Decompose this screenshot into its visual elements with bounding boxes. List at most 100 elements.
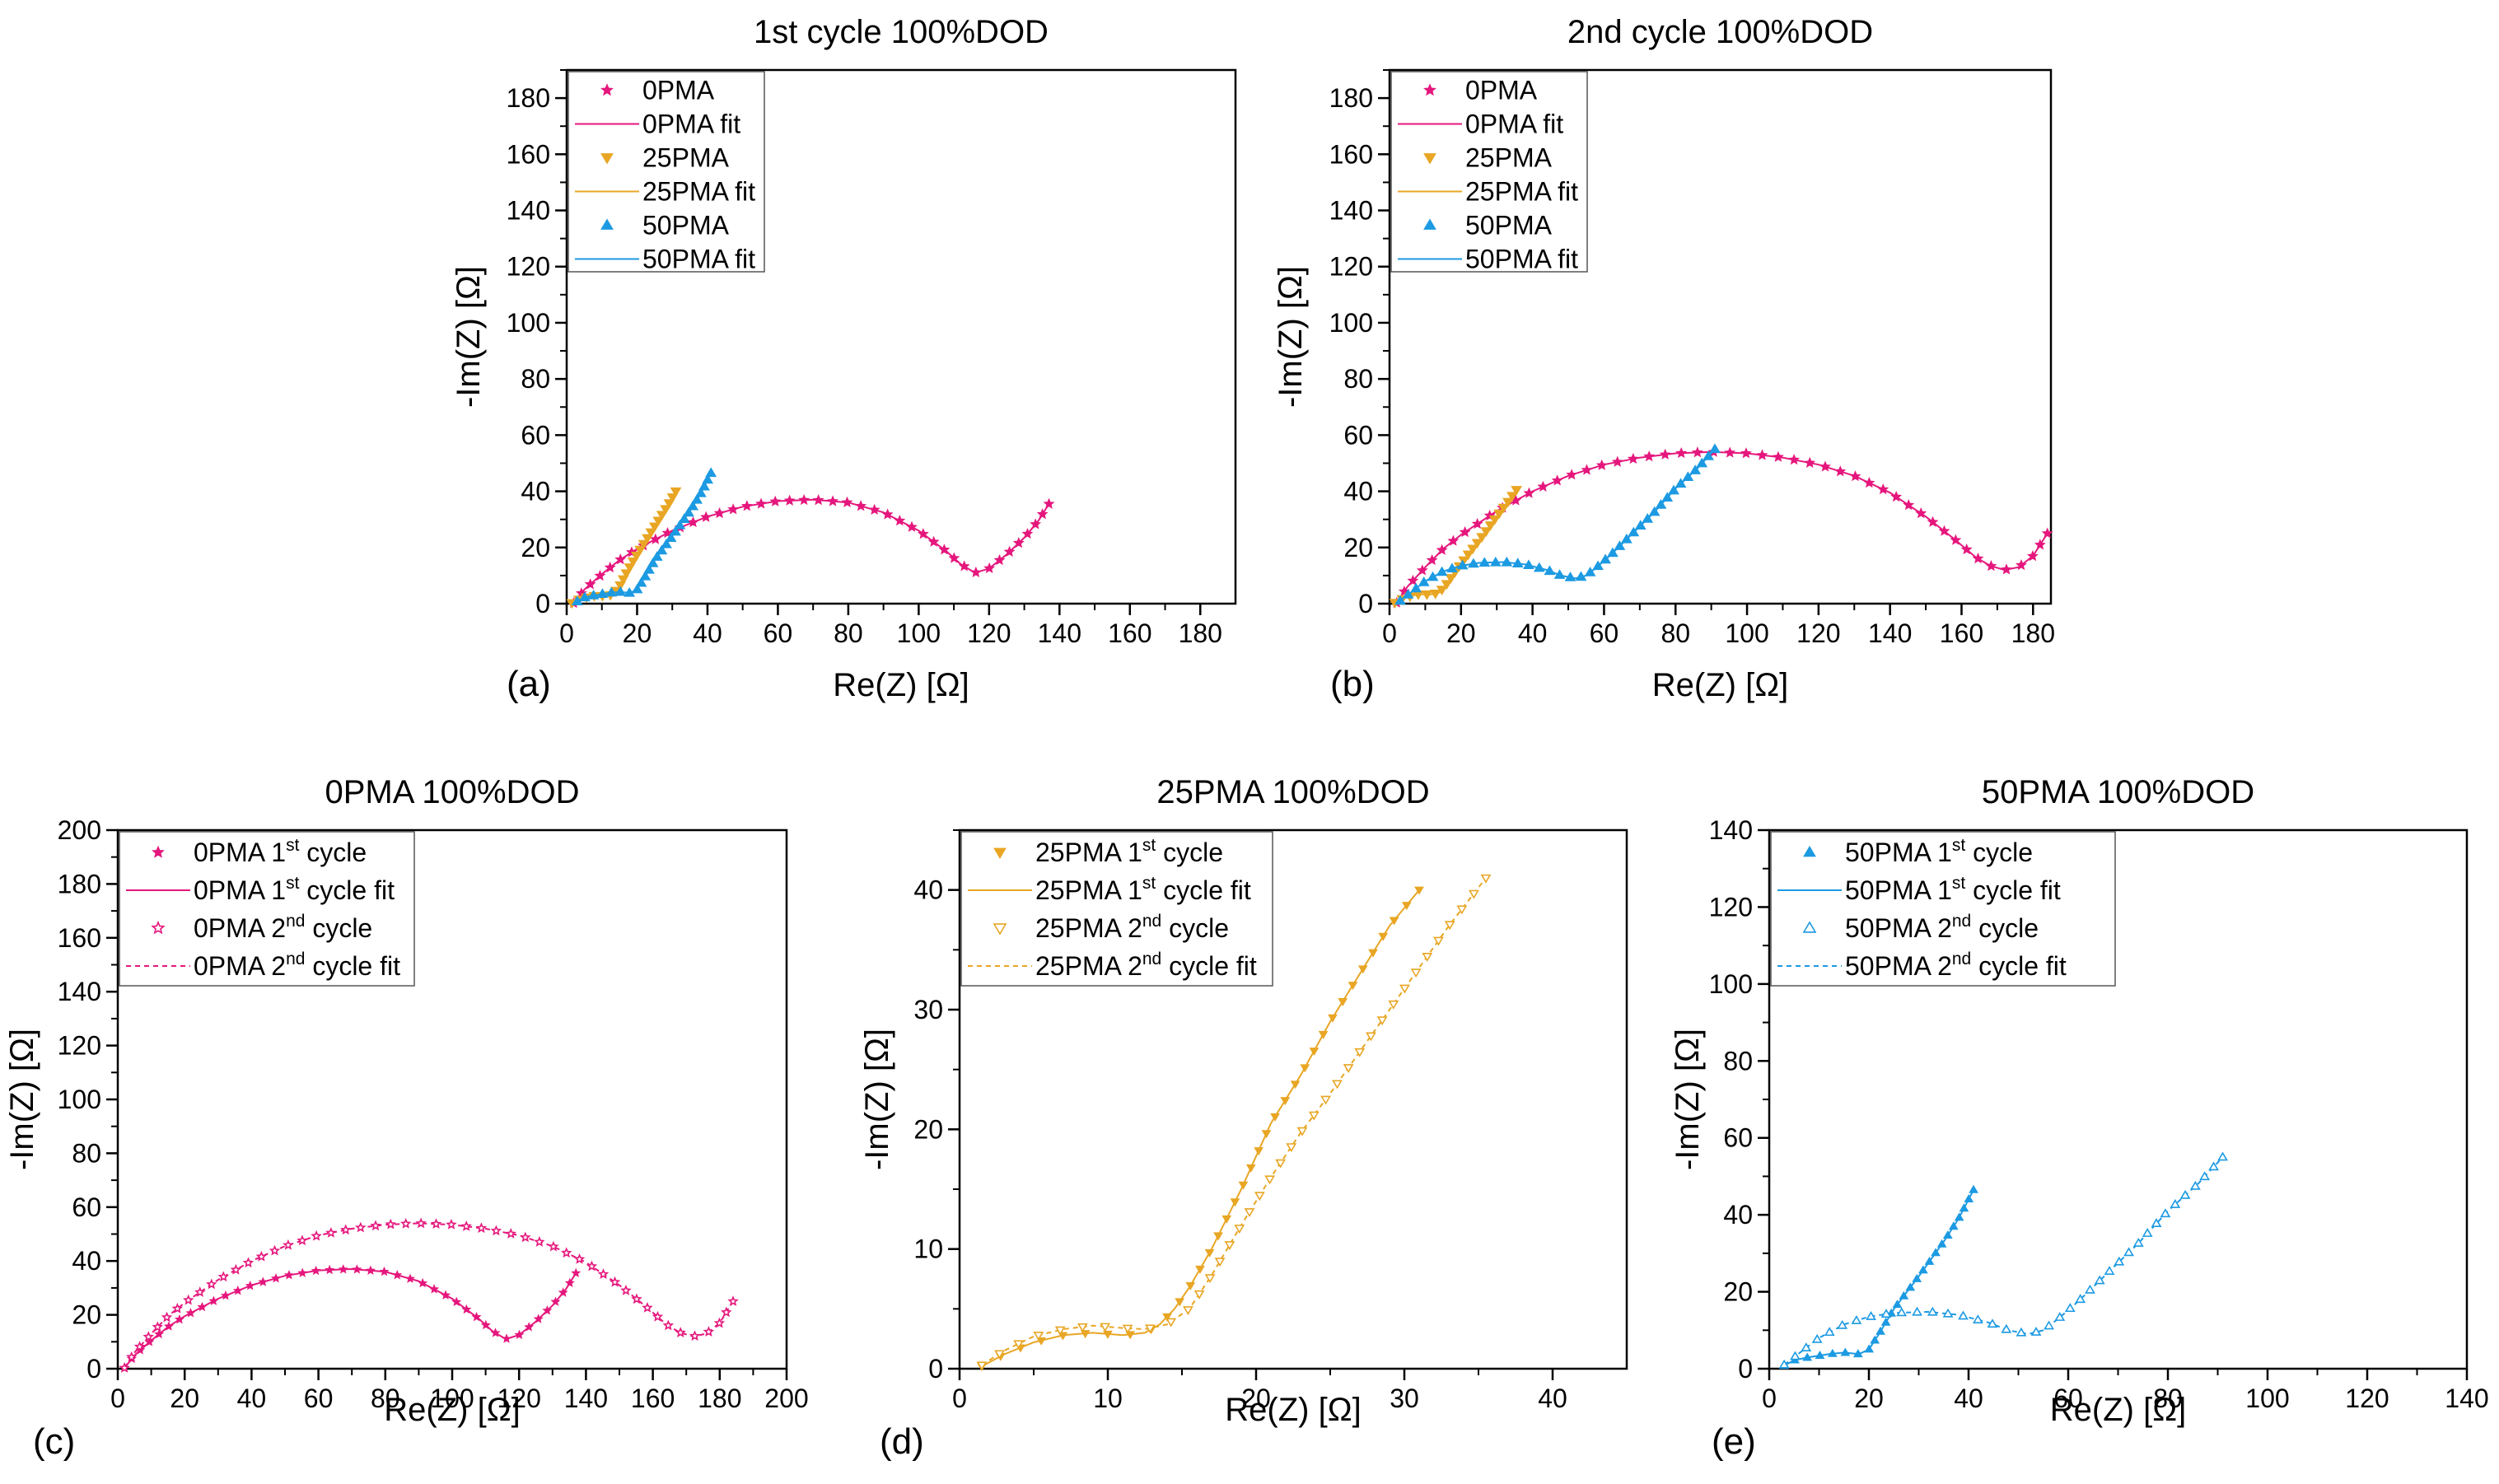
data-point — [1553, 569, 1566, 579]
data-point — [609, 1276, 621, 1287]
data-point — [1502, 497, 1514, 508]
data-point — [695, 487, 707, 497]
data-point — [1416, 564, 1428, 576]
x-axis-label: Re(Z) [Ω] — [1225, 1392, 1361, 1428]
data-point — [1077, 1323, 1088, 1332]
data-point — [490, 1328, 501, 1337]
data-point — [283, 1239, 294, 1250]
plot-frame — [565, 68, 1237, 605]
data-point — [635, 576, 647, 587]
y-tick-label: 40 — [1343, 477, 1373, 506]
data-point — [868, 503, 880, 516]
y-tick-label: 100 — [1709, 969, 1753, 999]
data-point — [1469, 889, 1479, 899]
data-point — [666, 493, 679, 503]
x-tick-label: 180 — [1179, 618, 1222, 648]
x-tick-label: 60 — [2053, 1384, 2083, 1413]
data-point — [702, 474, 713, 484]
chart-panel-e: 50PMA 100%DOD 0 20 40 60 80 100 120 140 0 20 40 60 80… — [1670, 774, 2489, 1462]
data-point — [1581, 464, 1593, 475]
data-point — [1903, 499, 1915, 511]
data-point — [663, 499, 675, 509]
data-point — [1849, 470, 1861, 482]
data-point — [647, 557, 659, 567]
data-point — [524, 1322, 535, 1332]
legend-marker-swatch — [1803, 846, 1816, 857]
series-50pma-2nd-cycle — [1778, 1151, 2228, 1369]
data-point — [2179, 1189, 2191, 1199]
y-tick-label: 20 — [72, 1300, 101, 1330]
x-tick-label: 0 — [1762, 1384, 1777, 1413]
data-point — [938, 544, 951, 555]
data-point — [620, 569, 633, 580]
data-point — [665, 532, 677, 543]
data-point — [297, 1267, 308, 1277]
data-point — [614, 553, 627, 565]
y-tick-label: 120 — [507, 252, 550, 282]
data-point — [534, 1236, 545, 1247]
data-point — [1354, 1048, 1366, 1057]
data-point — [1080, 1330, 1091, 1339]
data-point — [1954, 1212, 1964, 1221]
data-point — [1493, 509, 1505, 520]
y-tick-label: 80 — [1723, 1046, 1753, 1076]
y-tick-label: 0 — [86, 1354, 101, 1384]
data-point — [2034, 539, 2046, 550]
data-point — [311, 1265, 321, 1276]
data-point — [698, 480, 710, 491]
x-tick-label: 140 — [564, 1384, 608, 1413]
data-point — [627, 557, 639, 567]
x-tick-label: 80 — [371, 1384, 400, 1413]
data-point — [1985, 560, 1997, 572]
data-point — [1458, 556, 1470, 567]
legend-entry-label: 0PMA 2nd cycle — [194, 912, 372, 943]
data-point — [1414, 886, 1424, 895]
data-point — [798, 493, 810, 506]
data-point — [1890, 491, 1903, 502]
data-point — [1484, 521, 1497, 531]
data-point — [258, 1276, 269, 1286]
data-point — [1950, 534, 1962, 545]
data-point — [917, 528, 929, 539]
data-point — [1851, 1315, 1862, 1324]
data-point — [1918, 1265, 1928, 1274]
data-point — [1972, 552, 1984, 564]
data-point — [1100, 1323, 1111, 1332]
data-point — [490, 1225, 502, 1236]
data-point — [1214, 1258, 1226, 1267]
series-50pma — [571, 467, 717, 605]
data-point — [1506, 492, 1518, 502]
data-point — [721, 1306, 732, 1318]
chart-title: 25PMA 100%DOD — [1156, 774, 1429, 810]
y-tick-label: 60 — [72, 1192, 101, 1222]
data-point — [415, 1217, 427, 1229]
data-point — [1185, 1281, 1196, 1290]
legend-entry-label: 25PMA fit — [642, 177, 755, 207]
data-point — [927, 535, 940, 547]
data-point — [144, 1337, 155, 1346]
data-point — [325, 1226, 337, 1238]
y-tick-label: 160 — [1329, 139, 1373, 169]
x-tick-label: 40 — [1518, 618, 1548, 648]
data-point — [1426, 553, 1438, 566]
data-point — [1436, 586, 1448, 595]
legend-marker-swatch — [993, 847, 1007, 859]
data-point — [429, 1284, 440, 1294]
data-point — [639, 570, 652, 581]
legend: 0PMA 1st cycle 0PMA 1st cycle fit 0PMA 2nd… — [119, 831, 415, 987]
x-tick-label: 30 — [1390, 1384, 1419, 1413]
data-point — [418, 1277, 428, 1288]
data-point — [1193, 1290, 1205, 1300]
data-point — [1942, 1230, 1953, 1239]
data-point — [1969, 1184, 1978, 1193]
legend-marker-swatch — [993, 923, 1007, 936]
data-point — [642, 1301, 653, 1313]
fit-line — [981, 889, 1420, 1367]
data-point — [2132, 1237, 2144, 1247]
data-point — [206, 1278, 217, 1290]
legend-box — [960, 831, 1273, 987]
data-point — [587, 590, 600, 600]
data-point — [1655, 499, 1667, 509]
data-point — [283, 1270, 294, 1280]
data-point — [1824, 1327, 1835, 1337]
